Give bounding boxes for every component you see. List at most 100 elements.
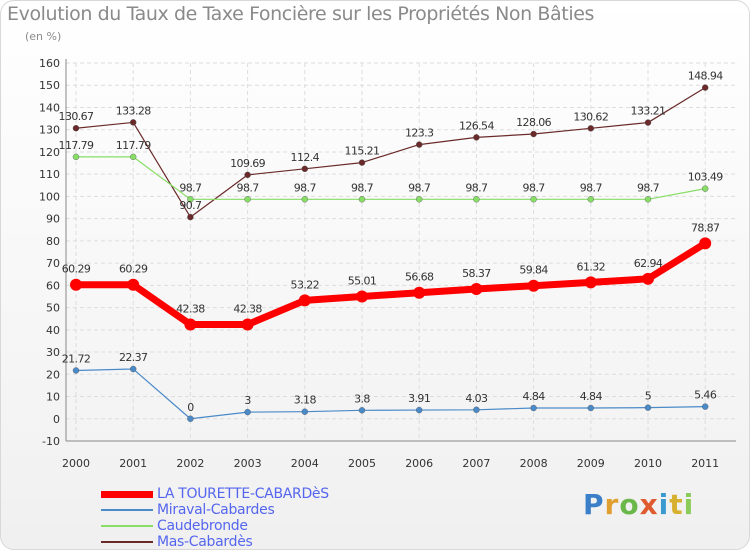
x-tick-label: 2003 (234, 457, 262, 470)
data-point (587, 196, 594, 203)
y-tick-label: 150 (39, 79, 60, 92)
y-tick-label: 90 (46, 213, 60, 226)
y-tick-label: 160 (39, 57, 60, 70)
data-point (298, 294, 311, 307)
data-label: 59.84 (519, 264, 548, 277)
series-line (76, 240, 708, 329)
data-point (702, 403, 709, 410)
data-label: 98.7 (351, 181, 374, 194)
data-point (301, 196, 308, 203)
chart-title: Evolution du Taux de Taxe Foncière sur l… (7, 3, 595, 25)
y-tick-label: 120 (39, 146, 60, 159)
data-point (129, 119, 137, 126)
data-point (644, 196, 652, 203)
data-point (72, 125, 80, 132)
data-point (530, 130, 537, 138)
data-point (129, 365, 137, 373)
y-tick-label: 60 (46, 279, 60, 292)
data-label: 148.94 (688, 70, 723, 83)
data-label: 61.32 (577, 260, 606, 273)
data-point (244, 408, 251, 416)
legend-item: Miraval-Cabardes (101, 502, 329, 518)
data-label: 115.21 (345, 145, 380, 158)
data-label: 103.49 (688, 171, 723, 184)
y-tick-label: 10 (46, 391, 60, 404)
data-label: 58.37 (462, 267, 491, 280)
data-label: 60.29 (119, 263, 148, 276)
logo-letter: P (583, 488, 605, 521)
x-tick-label: 2006 (405, 457, 433, 470)
logo-letter: r (604, 488, 620, 521)
y-tick-label: 40 (46, 324, 60, 337)
y-tick-label: 20 (46, 368, 60, 381)
data-label: 98.7 (580, 181, 603, 194)
data-label: 98.7 (637, 181, 660, 194)
x-tick-label: 2002 (176, 457, 204, 470)
y-tick-label: 0 (53, 413, 60, 426)
legend: LA TOURETTE-CABARDèS Miraval-Cabardes Caud… (101, 486, 329, 550)
data-point (72, 367, 80, 374)
data-label: 55.01 (348, 274, 377, 287)
data-point (699, 237, 712, 250)
data-point (72, 153, 80, 161)
data-label: 3 (244, 394, 251, 407)
data-point (416, 406, 423, 414)
data-point (187, 196, 194, 203)
data-label: 4.03 (465, 392, 488, 405)
data-point (642, 272, 654, 285)
data-point (244, 196, 251, 203)
legend-label: LA TOURETTE-CABARDèS (157, 486, 329, 502)
data-point (527, 279, 540, 292)
data-point (413, 286, 426, 299)
data-point (356, 290, 368, 303)
data-point (241, 318, 254, 331)
data-point (644, 404, 652, 411)
data-label: 3.18 (294, 394, 317, 407)
data-point (358, 159, 366, 166)
data-label: 22.37 (119, 351, 148, 364)
x-tick-label: 2000 (62, 457, 90, 470)
data-point (358, 196, 366, 203)
data-label: 3.8 (354, 392, 370, 405)
legend-swatch (101, 525, 153, 527)
data-point (473, 196, 480, 203)
x-tick-label: 2007 (462, 457, 490, 470)
data-label: 90.7 (179, 199, 202, 212)
logo-letter: t (669, 488, 684, 521)
legend-label: Miraval-Cabardes (157, 502, 275, 518)
x-tick-label: 2004 (291, 457, 319, 470)
data-label: 98.7 (523, 181, 546, 194)
data-point (187, 213, 194, 221)
legend-item: Mas-Cabardès (101, 534, 329, 550)
data-point (301, 165, 308, 173)
legend-swatch (101, 541, 153, 543)
data-point (244, 171, 251, 179)
legend-item: Caudebronde (101, 518, 329, 534)
data-label: 98.7 (465, 181, 488, 194)
legend-label: Mas-Cabardès (157, 534, 253, 550)
x-tick-label: 2009 (577, 457, 605, 470)
logo-letter: x (639, 488, 659, 521)
data-label: 123.3 (405, 127, 434, 140)
series-line (75, 368, 706, 420)
y-tick-label: 110 (39, 168, 60, 181)
data-label: 60.29 (62, 263, 91, 276)
x-tick-label: 2005 (348, 457, 376, 470)
data-label: 56.68 (405, 271, 434, 284)
data-point (470, 282, 483, 295)
data-label: 133.21 (631, 105, 666, 118)
y-tick-label: 100 (39, 190, 60, 203)
logo-letter: i (658, 488, 670, 521)
data-label: 62.94 (634, 257, 663, 270)
data-label: 98.7 (237, 181, 260, 194)
data-label: 128.06 (516, 116, 551, 129)
data-point (416, 196, 423, 203)
data-label: 3.91 (408, 392, 430, 405)
data-label: 130.62 (573, 110, 608, 123)
data-label: 117.79 (116, 139, 151, 152)
y-axis-label: (en %) (25, 30, 62, 43)
x-tick-label: 2010 (634, 457, 662, 470)
data-point (70, 278, 82, 291)
data-point (587, 125, 594, 132)
